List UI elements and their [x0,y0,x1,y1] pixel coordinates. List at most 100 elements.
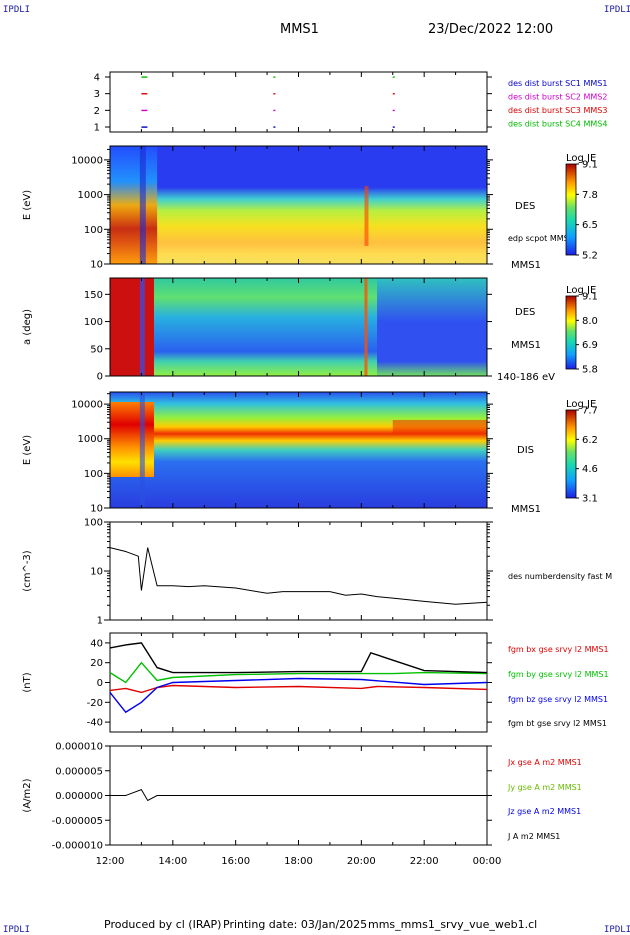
dis-energy-panel-heatmap-early [110,402,154,477]
fgm-panel-ytick-label: 40 [90,638,103,649]
corner-tag-right: IPDLI [604,5,630,15]
footer-printing-date: Printing date: 03/Jan/2025 [223,918,368,931]
fgm-panel-ytick-label: 0 [97,678,103,689]
des-energy-panel-corner-label: MMS1 [511,260,541,271]
density-panel-ytick-label: 1 [97,616,103,627]
current-panel-ytick-label: 0.000000 [55,791,103,802]
density-panel-ytick-label: 100 [84,518,103,529]
des-energy-panel-ytick-label: 10000 [71,155,103,166]
burst-panel-legend-2: des dist burst SC2 MMS2 [508,93,607,102]
fgm-panel-series-line-2 [109,661,488,684]
corner-tag-left: IPDLI [3,5,31,15]
burst-panel-burst-mark [273,109,276,112]
dis-energy-panel-corner-label: MMS1 [511,504,541,515]
des-pitch-panel-heatmap-event [364,278,368,376]
current-panel-series-label-1: Jx gse A m2 MMS1 [507,758,582,767]
burst-panel-ytick-label: 1 [94,123,100,134]
current-panel-ytick-label: 0.000010 [55,742,103,753]
burst-panel-burst-mark [273,76,276,78]
fgm-panel-series-label-4: fgm bt gse srvy l2 MMS1 [508,719,607,728]
des-energy-panel-ytick-label: 100 [84,225,103,236]
des-energy-panel-side-label: DES [515,201,535,212]
des-pitch-panel-side-label: DES [515,307,535,318]
dis-energy-panel-ytick-label: 10000 [71,400,103,411]
burst-panel-burst-mark [392,109,395,112]
dis-energy-panel-colorbar-label: 3.1 [582,494,598,505]
datetime-title: 23/Dec/2022 12:00 [428,22,554,37]
current-panel-ytick-label: -0.000005 [52,816,103,827]
fgm-panel-ylabel: (nT) [22,672,33,692]
current-panel-xtick-label: 18:00 [284,856,313,867]
burst-panel-burst-mark [141,93,148,95]
des-energy-panel-ylabel: E (eV) [22,190,33,220]
burst-panel-burst-mark [141,76,148,78]
burst-panel-burst-mark [392,93,395,95]
current-panel-series-line [110,788,487,802]
burst-panel-burst-mark [392,76,395,78]
dis-energy-panel-ylabel: E (eV) [22,435,33,465]
fgm-panel-ytick-label: -20 [87,698,103,709]
current-panel-xtick-label: 16:00 [221,856,250,867]
des-energy-panel-heatmap [110,146,487,264]
des-pitch-panel-colorbar [565,295,577,370]
footer-tag-left: IPDLI [3,925,31,935]
des-energy-panel-colorbar-title: Log JE [566,153,596,164]
fgm-panel-series-line-3 [109,677,488,714]
des-pitch-panel-ytick-label: 0 [97,372,103,383]
dis-energy-panel-colorbar [565,409,577,499]
des-pitch-panel-colorbar-label: 9.1 [582,292,598,303]
burst-panel-frame [109,71,488,133]
burst-panel-ytick-label: 2 [94,106,100,117]
burst-panel-ytick-label: 3 [94,89,100,100]
current-panel-xtick-label: 14:00 [158,856,187,867]
current-panel-series-label-2: Jy gse A m2 MMS1 [507,783,582,792]
density-panel-frame [109,521,488,621]
burst-panel-burst-mark [273,126,276,128]
des-pitch-panel-ylabel: a (deg) [22,309,33,345]
des-energy-panel-colorbar-label: 7.8 [582,190,598,201]
dis-energy-panel-heatmap-stripe [139,392,145,508]
fgm-panel-series-label-3: fgm bz gse srvy l2 MMS1 [508,695,608,704]
des-energy-panel-overlay-label: edp scpot MMS1 [508,234,574,243]
dis-energy-panel-side-label: DIS [517,445,534,456]
des-pitch-panel-colorbar-title: Log JE [566,285,596,296]
spacecraft-title: MMS1 [280,22,319,37]
des-pitch-panel-ytick-label: 100 [84,317,103,328]
des-energy-panel-heatmap-early [110,146,158,264]
current-panel-series-label-4: J A m2 MMS1 [507,832,560,841]
fgm-panel-series-line-4 [109,642,488,674]
burst-panel-burst-mark [273,93,276,95]
fgm-panel-series-line-1 [109,684,488,694]
dis-energy-panel-ytick-label: 10 [90,504,103,515]
des-pitch-panel-heatmap-early [110,278,154,376]
current-panel-ytick-label: 0.000005 [55,766,103,777]
des-pitch-panel-spacecraft-label: MMS1 [511,340,541,351]
footer-tag-right: IPDLI [604,925,630,935]
current-panel-xtick-label: 22:00 [410,856,439,867]
burst-panel-legend-4: des dist burst SC4 MMS4 [508,120,607,129]
fgm-panel-frame [109,632,488,733]
fgm-panel-series-label-2: fgm by gse srvy l2 MMS1 [508,670,609,679]
density-panel-ylabel: (cm^-3) [22,550,33,591]
current-panel-ytick-label: -0.000010 [52,841,103,852]
des-pitch-panel-heatmap-stripe [139,278,145,376]
des-energy-panel-heatmap-stripe [139,146,146,264]
footer-produced-by: Produced by cl (IRAP) [104,918,222,931]
burst-panel-burst-mark [141,126,148,128]
fgm-panel-ytick-label: -40 [87,718,103,729]
burst-panel-burst-mark [141,109,148,112]
des-pitch-panel-colorbar-label: 8.0 [582,316,598,327]
dis-energy-panel-ytick-label: 100 [84,469,103,480]
des-energy-panel-heatmap-event [364,186,369,246]
des-pitch-panel-colorbar-label: 5.8 [582,365,598,376]
burst-panel-legend-1: des dist burst SC1 MMS1 [508,79,607,88]
current-panel-xtick-label: 12:00 [96,856,125,867]
des-pitch-panel-colorbar-label: 6.9 [582,340,598,351]
des-energy-panel-colorbar-label: 5.2 [582,251,598,262]
dis-energy-panel-colorbar-title: Log JE [566,399,596,410]
des-energy-panel-ytick-label: 1000 [78,190,103,201]
des-pitch-panel-ytick-label: 50 [90,344,103,355]
dis-energy-panel-colorbar-label: 4.6 [582,464,598,475]
des-energy-panel-colorbar [565,163,577,256]
